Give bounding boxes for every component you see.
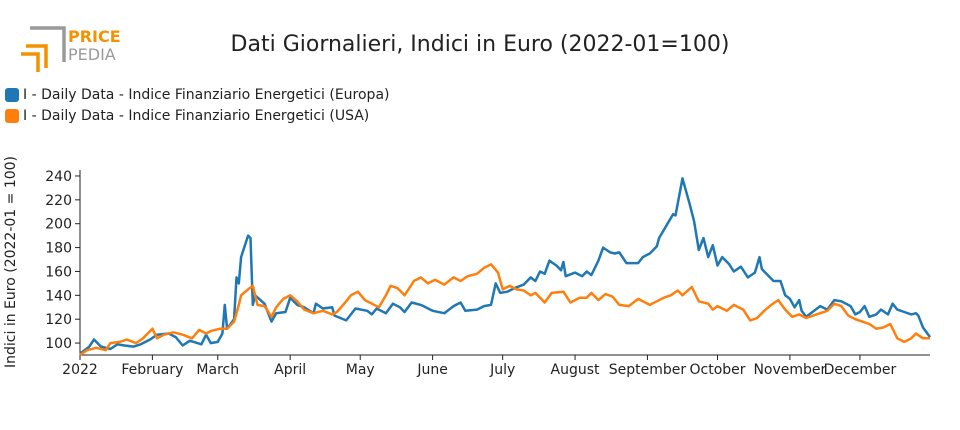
x-tick-label: November — [753, 362, 826, 378]
y-tick-label: 120 — [45, 312, 72, 328]
legend-label-europa: I - Daily Data - Indice Finanziario Ener… — [23, 86, 390, 103]
logo-text-price: PRICE — [68, 27, 121, 46]
series-layer — [79, 177, 932, 357]
x-tick-label: December — [824, 362, 897, 378]
y-axis-label: Indici in Euro (2022-01 = 100) — [3, 156, 19, 368]
series-line-usa — [79, 263, 930, 357]
logo-text-pedia: PEDIA — [68, 45, 116, 64]
y-tick-label: 220 — [45, 193, 72, 209]
y-tick-label: 100 — [45, 336, 72, 352]
x-tick-label: July — [489, 362, 515, 378]
axes: 100 120 140 160 180 200 220 240 2022 February Marc… — [45, 169, 930, 378]
x-tick-label: May — [346, 362, 375, 378]
x-tick-label: September — [609, 362, 687, 378]
x-tick-label: February — [121, 362, 183, 378]
legend-swatch-usa — [5, 108, 19, 123]
x-tick-label: April — [274, 362, 306, 378]
x-tick-label: 2022 — [62, 362, 98, 378]
chart-title: Dati Giornalieri, Indici in Euro (2022-0… — [230, 32, 730, 57]
legend-label-usa: I - Daily Data - Indice Finanziario Ener… — [23, 107, 370, 124]
y-tick-label: 200 — [45, 217, 72, 233]
y-tick-label: 140 — [45, 288, 72, 304]
logo-mark — [21, 26, 66, 72]
series-line-europa — [79, 177, 932, 355]
x-tick-label: March — [196, 362, 239, 378]
legend: I - Daily Data - Indice Finanziario Ener… — [5, 84, 389, 126]
x-tick-label: June — [416, 362, 448, 378]
y-tick-label: 160 — [45, 264, 72, 280]
x-tick-label: August — [551, 362, 601, 378]
legend-swatch-europa — [5, 87, 19, 102]
y-tick-label: 180 — [45, 241, 72, 257]
legend-item-europa[interactable]: I - Daily Data - Indice Finanziario Ener… — [5, 84, 389, 105]
y-tick-label: 240 — [45, 169, 72, 185]
legend-item-usa[interactable]: I - Daily Data - Indice Finanziario Ener… — [5, 105, 389, 126]
pricepedia-logo: PRICE PEDIA — [21, 26, 121, 72]
x-tick-label: October — [689, 362, 745, 378]
